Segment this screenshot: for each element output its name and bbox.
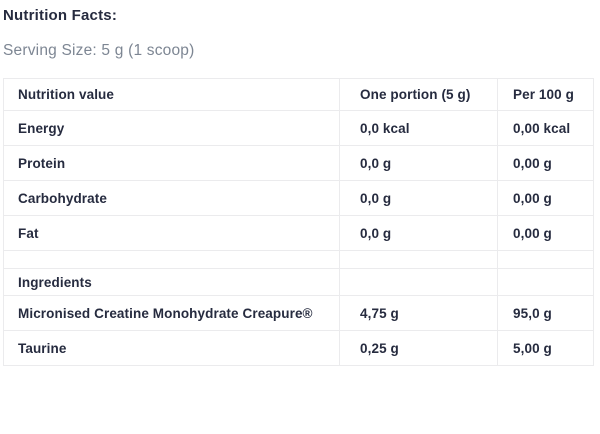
cell-per-100g <box>497 268 594 296</box>
nutrition-table: Nutrition value One portion (5 g) Per 10… <box>3 78 594 366</box>
column-header-one-portion: One portion (5 g) <box>339 78 498 111</box>
table-row: Micronised Creatine Monohydrate Creapure… <box>3 295 594 331</box>
nutrition-panel: Nutrition Facts: Serving Size: 5 g (1 sc… <box>3 7 594 366</box>
table-header-row: Nutrition value One portion (5 g) Per 10… <box>3 78 594 111</box>
column-header-per-100g: Per 100 g <box>497 78 594 111</box>
column-header-nutrition-value: Nutrition value <box>3 78 340 111</box>
cell-per-100g: 0,00 kcal <box>497 110 594 146</box>
serving-size: Serving Size: 5 g (1 scoop) <box>3 42 195 59</box>
cell-portion: 4,75 g <box>339 295 498 331</box>
cell-portion: 0,0 g <box>339 215 498 251</box>
cell-nutrient: Fat <box>3 215 340 251</box>
cell-per-100g: 0,00 g <box>497 215 594 251</box>
cell-portion: 0,0 g <box>339 180 498 216</box>
cell-nutrient: Micronised Creatine Monohydrate Creapure… <box>3 295 340 331</box>
page-title: Nutrition Facts: <box>3 7 118 24</box>
cell-nutrient: Carbohydrate <box>3 180 340 216</box>
table-row: Taurine 0,25 g 5,00 g <box>3 330 594 366</box>
cell-nutrient: Protein <box>3 145 340 181</box>
cell-per-100g: 0,00 g <box>497 145 594 181</box>
cell-per-100g <box>497 250 594 269</box>
cell-per-100g: 5,00 g <box>497 330 594 366</box>
cell-portion: 0,0 kcal <box>339 110 498 146</box>
cell-per-100g: 95,0 g <box>497 295 594 331</box>
cell-nutrient: Ingredients <box>3 268 340 296</box>
table-row: Carbohydrate 0,0 g 0,00 g <box>3 180 594 216</box>
table-body: Energy 0,0 kcal 0,00 kcal Protein 0,0 g 0,00 … <box>3 110 594 366</box>
cell-nutrient: Taurine <box>3 330 340 366</box>
table-row: Fat 0,0 g 0,00 g <box>3 215 594 251</box>
table-row: Ingredients <box>3 268 594 296</box>
cell-portion: 0,25 g <box>339 330 498 366</box>
table-header: Nutrition value One portion (5 g) Per 10… <box>3 78 594 111</box>
cell-nutrient <box>3 250 340 269</box>
cell-nutrient: Energy <box>3 110 340 146</box>
cell-portion <box>339 250 498 269</box>
table-row: Protein 0,0 g 0,00 g <box>3 145 594 181</box>
cell-portion <box>339 268 498 296</box>
cell-portion: 0,0 g <box>339 145 498 181</box>
table-row: Energy 0,0 kcal 0,00 kcal <box>3 110 594 146</box>
cell-per-100g: 0,00 g <box>497 180 594 216</box>
table-row <box>3 250 594 269</box>
